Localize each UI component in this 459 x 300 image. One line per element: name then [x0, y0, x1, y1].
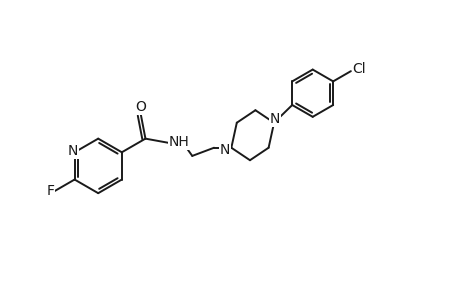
- Text: F: F: [46, 184, 54, 198]
- Text: N: N: [219, 142, 230, 157]
- Text: Cl: Cl: [352, 62, 365, 76]
- Text: N: N: [67, 144, 78, 158]
- Text: O: O: [135, 100, 146, 114]
- Text: NH: NH: [168, 135, 189, 149]
- Text: N: N: [269, 112, 280, 126]
